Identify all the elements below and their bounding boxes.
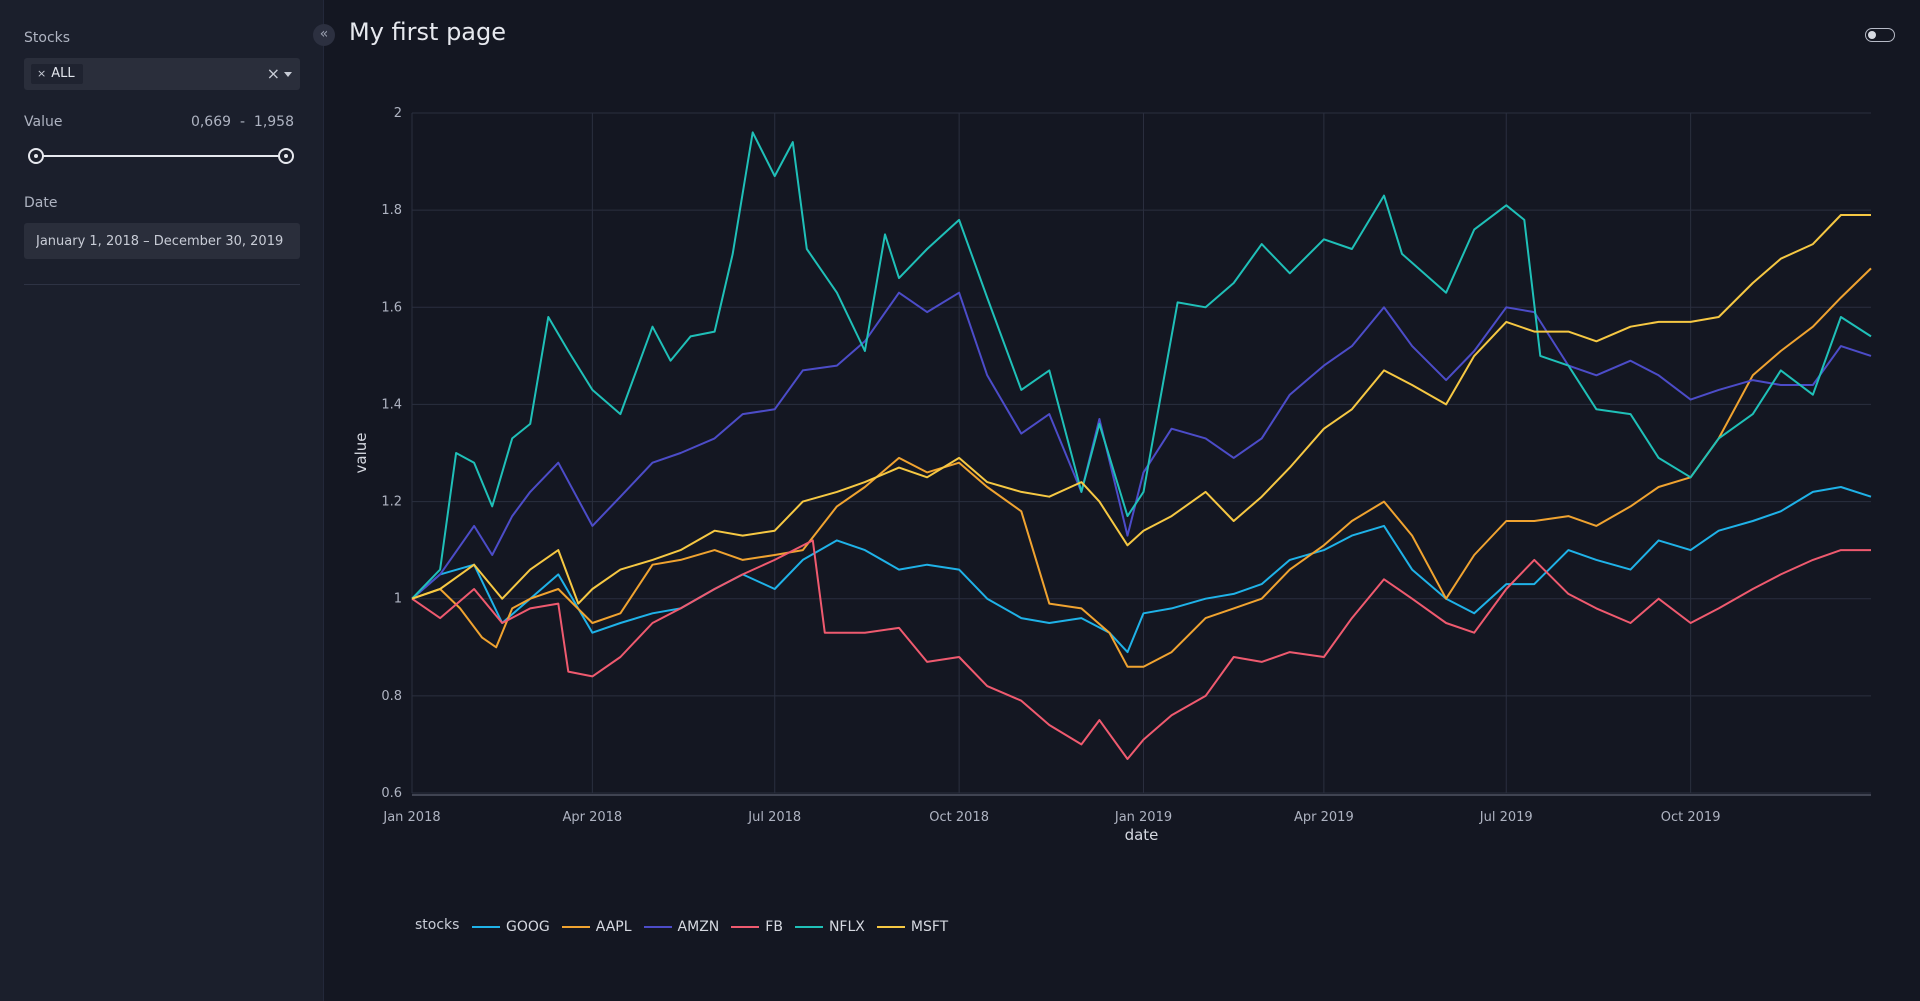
x-axis-title: date xyxy=(1125,826,1159,844)
value-slider-track[interactable] xyxy=(36,155,286,157)
legend-item-goog[interactable]: GOOG xyxy=(472,917,550,937)
x-tick-label: Jul 2019 xyxy=(1479,810,1533,825)
y-tick-label: 0.6 xyxy=(381,786,402,801)
legend-label: NFLX xyxy=(828,919,865,935)
stocks-chip-label: ALL xyxy=(51,66,75,81)
legend-swatch xyxy=(794,926,823,928)
legend-label: MSFT xyxy=(910,919,949,935)
legend-item-aapl[interactable]: AAPL xyxy=(561,917,632,937)
series-line-amzn xyxy=(411,291,1872,600)
legend-label: AAPL xyxy=(595,919,632,935)
double-chevron-left-icon: « xyxy=(319,26,329,42)
value-range-readout: 0,669 - 1,958 xyxy=(191,114,294,130)
chart-legend: GOOG AAPL AMZN FB NFLX MSFT xyxy=(472,917,960,937)
theme-toggle[interactable] xyxy=(1865,28,1895,42)
y-tick-label: 1 xyxy=(394,592,402,607)
legend-title: stocks xyxy=(415,917,460,933)
y-tick-label: 1.2 xyxy=(381,495,402,510)
legend-label: AMZN xyxy=(677,919,720,935)
chevron-down-icon[interactable] xyxy=(284,72,292,77)
value-slider-low-handle[interactable] xyxy=(28,148,44,164)
value-min: 0,669 xyxy=(190,114,232,130)
value-max: 1,958 xyxy=(253,114,294,130)
collapse-sidebar-button[interactable]: « xyxy=(313,24,335,46)
chip-remove-icon[interactable]: × xyxy=(37,67,47,80)
y-tick-label: 1.6 xyxy=(381,300,402,315)
legend-label: FB xyxy=(765,919,783,935)
x-tick-label: Apr 2018 xyxy=(563,810,623,825)
x-tick-label: Jan 2019 xyxy=(1114,810,1172,825)
legend-swatch xyxy=(876,926,905,928)
legend-swatch xyxy=(472,926,500,928)
y-tick-label: 1.4 xyxy=(381,397,402,412)
legend-swatch xyxy=(731,926,760,928)
page-title: My first page xyxy=(349,18,507,46)
series-line-aapl xyxy=(411,267,1872,668)
value-range-separator: - xyxy=(239,114,245,130)
toggle-knob xyxy=(1868,31,1876,39)
clear-icon[interactable]: × xyxy=(266,64,280,83)
date-range-input[interactable] xyxy=(24,223,300,259)
stocks-label: Stocks xyxy=(24,30,71,46)
legend-swatch xyxy=(561,926,590,928)
x-tick-label: Apr 2019 xyxy=(1294,810,1354,825)
stocks-chip-all[interactable]: × ALL xyxy=(31,64,83,84)
value-label: Value xyxy=(24,114,63,130)
series-line-msft xyxy=(411,214,1871,605)
legend-item-msft[interactable]: MSFT xyxy=(876,917,949,937)
x-tick-label: Jan 2018 xyxy=(382,810,440,825)
legend-item-nflx[interactable]: NFLX xyxy=(794,917,865,937)
y-axis-title: value xyxy=(352,433,370,474)
date-label: Date xyxy=(24,195,58,211)
series-line-fb xyxy=(411,539,1871,760)
x-tick-label: Oct 2018 xyxy=(929,810,989,825)
x-tick-label: Jul 2018 xyxy=(747,810,801,825)
legend-item-fb[interactable]: FB xyxy=(731,917,783,937)
x-tick-label: Oct 2019 xyxy=(1661,810,1721,825)
stocks-multiselect[interactable]: × ALL × xyxy=(24,58,300,90)
y-tick-label: 1.8 xyxy=(381,203,402,218)
y-tick-label: 0.8 xyxy=(381,689,402,704)
series-line-nflx xyxy=(411,131,1872,600)
legend-swatch xyxy=(643,926,672,928)
series-line-goog xyxy=(411,486,1872,654)
value-slider-high-handle[interactable] xyxy=(278,148,294,164)
sidebar: Stocks × ALL × Value 0,669 - 1,958 Date xyxy=(0,0,324,1001)
legend-item-amzn[interactable]: AMZN xyxy=(643,917,720,937)
legend-label: GOOG xyxy=(506,919,550,935)
sidebar-divider xyxy=(24,284,300,285)
y-tick-label: 2 xyxy=(394,106,402,121)
